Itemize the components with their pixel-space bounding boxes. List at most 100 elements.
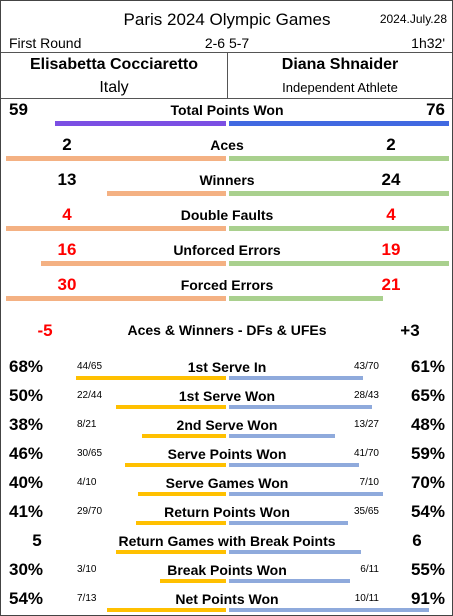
match-duration: 1h32' xyxy=(411,35,445,51)
double-faults-right-value: 4 xyxy=(386,205,396,224)
forced-errors-right-bar xyxy=(229,296,383,301)
aces-left-bar xyxy=(6,156,226,161)
winners-left-value: 13 xyxy=(57,170,77,189)
summary-left-value: -5 xyxy=(37,321,53,340)
unforced-errors-right-bar xyxy=(229,261,449,266)
serve-points-won-right-value: 59% xyxy=(410,444,445,463)
1st-serve-won-right-bar xyxy=(229,405,372,409)
unforced-errors-right-value: 19 xyxy=(381,240,401,259)
winners-right-value: 24 xyxy=(381,170,401,189)
winners-right-bar xyxy=(229,191,449,196)
serve-games-won-label: Serve Games Won xyxy=(165,475,289,491)
winners-left-bar xyxy=(107,191,226,196)
return-points-won-left-bar xyxy=(136,521,226,525)
1st-serve-won-left-bar xyxy=(116,405,226,409)
1st-serve-in-right-bar xyxy=(229,376,363,380)
return-games-with-break-points-left-bar xyxy=(116,550,226,554)
left-player-country: Italy xyxy=(99,79,129,96)
double-faults-left-bar xyxy=(6,226,226,231)
total-points-won-left-bar xyxy=(55,121,226,126)
serve-points-won-left-fraction: 30/65 xyxy=(77,448,103,459)
2nd-serve-won-right-bar xyxy=(229,434,335,438)
total-points-won-right-value: 76 xyxy=(426,100,445,119)
1st-serve-in-left-fraction: 44/65 xyxy=(77,361,103,372)
serve-points-won-left-value: 46% xyxy=(9,444,44,463)
break-points-won-right-value: 55% xyxy=(410,560,445,579)
header-divider xyxy=(1,52,452,53)
unforced-errors-left-value: 16 xyxy=(57,240,77,259)
total-points-won-label: Total Points Won xyxy=(170,102,284,118)
return-points-won-label: Return Points Won xyxy=(164,504,290,520)
players-divider xyxy=(1,98,452,99)
serve-points-won-label: Serve Points Won xyxy=(167,446,287,462)
net-points-won-right-bar xyxy=(229,608,429,612)
1st-serve-in-right-value: 61% xyxy=(410,357,445,376)
event-title: Paris 2024 Olympic Games xyxy=(123,10,331,29)
serve-games-won-right-fraction: 7/10 xyxy=(359,477,379,488)
forced-errors-label: Forced Errors xyxy=(180,277,274,293)
double-faults-left-value: 4 xyxy=(62,205,72,224)
summary-right-value: +3 xyxy=(400,321,420,340)
serve-games-won-left-fraction: 4/10 xyxy=(77,477,97,488)
break-points-won-right-fraction: 6/11 xyxy=(360,564,379,575)
winners-label: Winners xyxy=(199,172,255,188)
1st-serve-in-left-value: 68% xyxy=(9,357,44,376)
aces-right-value: 2 xyxy=(386,135,396,154)
serve-points-won-left-bar xyxy=(125,463,226,467)
2nd-serve-won-left-bar xyxy=(142,434,226,438)
serve-games-won-right-value: 70% xyxy=(410,473,445,492)
2nd-serve-won-right-fraction: 13/27 xyxy=(353,419,379,430)
1st-serve-won-left-value: 50% xyxy=(9,386,44,405)
serve-games-won-left-value: 40% xyxy=(9,473,44,492)
1st-serve-won-right-value: 65% xyxy=(410,386,445,405)
return-games-with-break-points-right-value: 6 xyxy=(412,531,422,550)
match-date: 2024.July.28 xyxy=(379,12,447,26)
1st-serve-in-label: 1st Serve In xyxy=(187,359,267,375)
return-points-won-right-bar xyxy=(229,521,348,525)
double-faults-label: Double Faults xyxy=(180,207,274,223)
net-points-won-left-fraction: 7/13 xyxy=(77,593,97,604)
serve-games-won-left-bar xyxy=(138,492,226,496)
forced-errors-left-value: 30 xyxy=(57,275,77,294)
unforced-errors-label: Unforced Errors xyxy=(173,242,281,258)
net-points-won-left-value: 54% xyxy=(9,589,44,608)
2nd-serve-won-left-fraction: 8/21 xyxy=(77,419,97,430)
1st-serve-in-right-fraction: 43/70 xyxy=(353,361,379,372)
player-divider xyxy=(227,52,228,99)
aces-right-bar xyxy=(229,156,449,161)
break-points-won-right-bar xyxy=(229,579,350,583)
break-points-won-left-bar xyxy=(160,579,226,583)
return-points-won-right-fraction: 35/65 xyxy=(353,506,379,517)
forced-errors-right-value: 21 xyxy=(381,275,401,294)
return-points-won-left-value: 41% xyxy=(9,502,44,521)
1st-serve-won-label: 1st Serve Won xyxy=(178,388,276,404)
match-score: 2-6 5-7 xyxy=(204,35,250,51)
right-player-name: Diana Shnaider xyxy=(281,56,399,73)
2nd-serve-won-right-value: 48% xyxy=(410,415,445,434)
right-player-country: Independent Athlete xyxy=(282,80,398,95)
unforced-errors-left-bar xyxy=(41,261,226,266)
net-points-won-right-fraction: 10/11 xyxy=(354,593,379,604)
break-points-won-label: Break Points Won xyxy=(167,562,287,578)
break-points-won-left-value: 30% xyxy=(9,560,44,579)
1st-serve-in-left-bar xyxy=(76,376,226,380)
summary-label: Aces & Winners - DFs & UFEs xyxy=(127,322,327,338)
aces-label: Aces xyxy=(210,137,244,153)
1st-serve-won-right-fraction: 28/43 xyxy=(353,390,379,401)
return-games-with-break-points-left-value: 5 xyxy=(32,531,42,550)
break-points-won-left-fraction: 3/10 xyxy=(77,564,97,575)
1st-serve-won-left-fraction: 22/44 xyxy=(77,390,103,401)
net-points-won-right-value: 91% xyxy=(410,589,445,608)
left-player-name: Elisabetta Cocciaretto xyxy=(29,56,199,73)
serve-points-won-right-bar xyxy=(229,463,359,467)
return-games-with-break-points-right-bar xyxy=(229,550,361,554)
2nd-serve-won-label: 2nd Serve Won xyxy=(176,417,278,433)
serve-points-won-right-fraction: 41/70 xyxy=(353,448,379,459)
aces-left-value: 2 xyxy=(62,135,72,154)
total-points-won-left-value: 59 xyxy=(9,100,28,119)
round-label: First Round xyxy=(9,35,82,51)
total-points-won-right-bar xyxy=(229,121,449,126)
